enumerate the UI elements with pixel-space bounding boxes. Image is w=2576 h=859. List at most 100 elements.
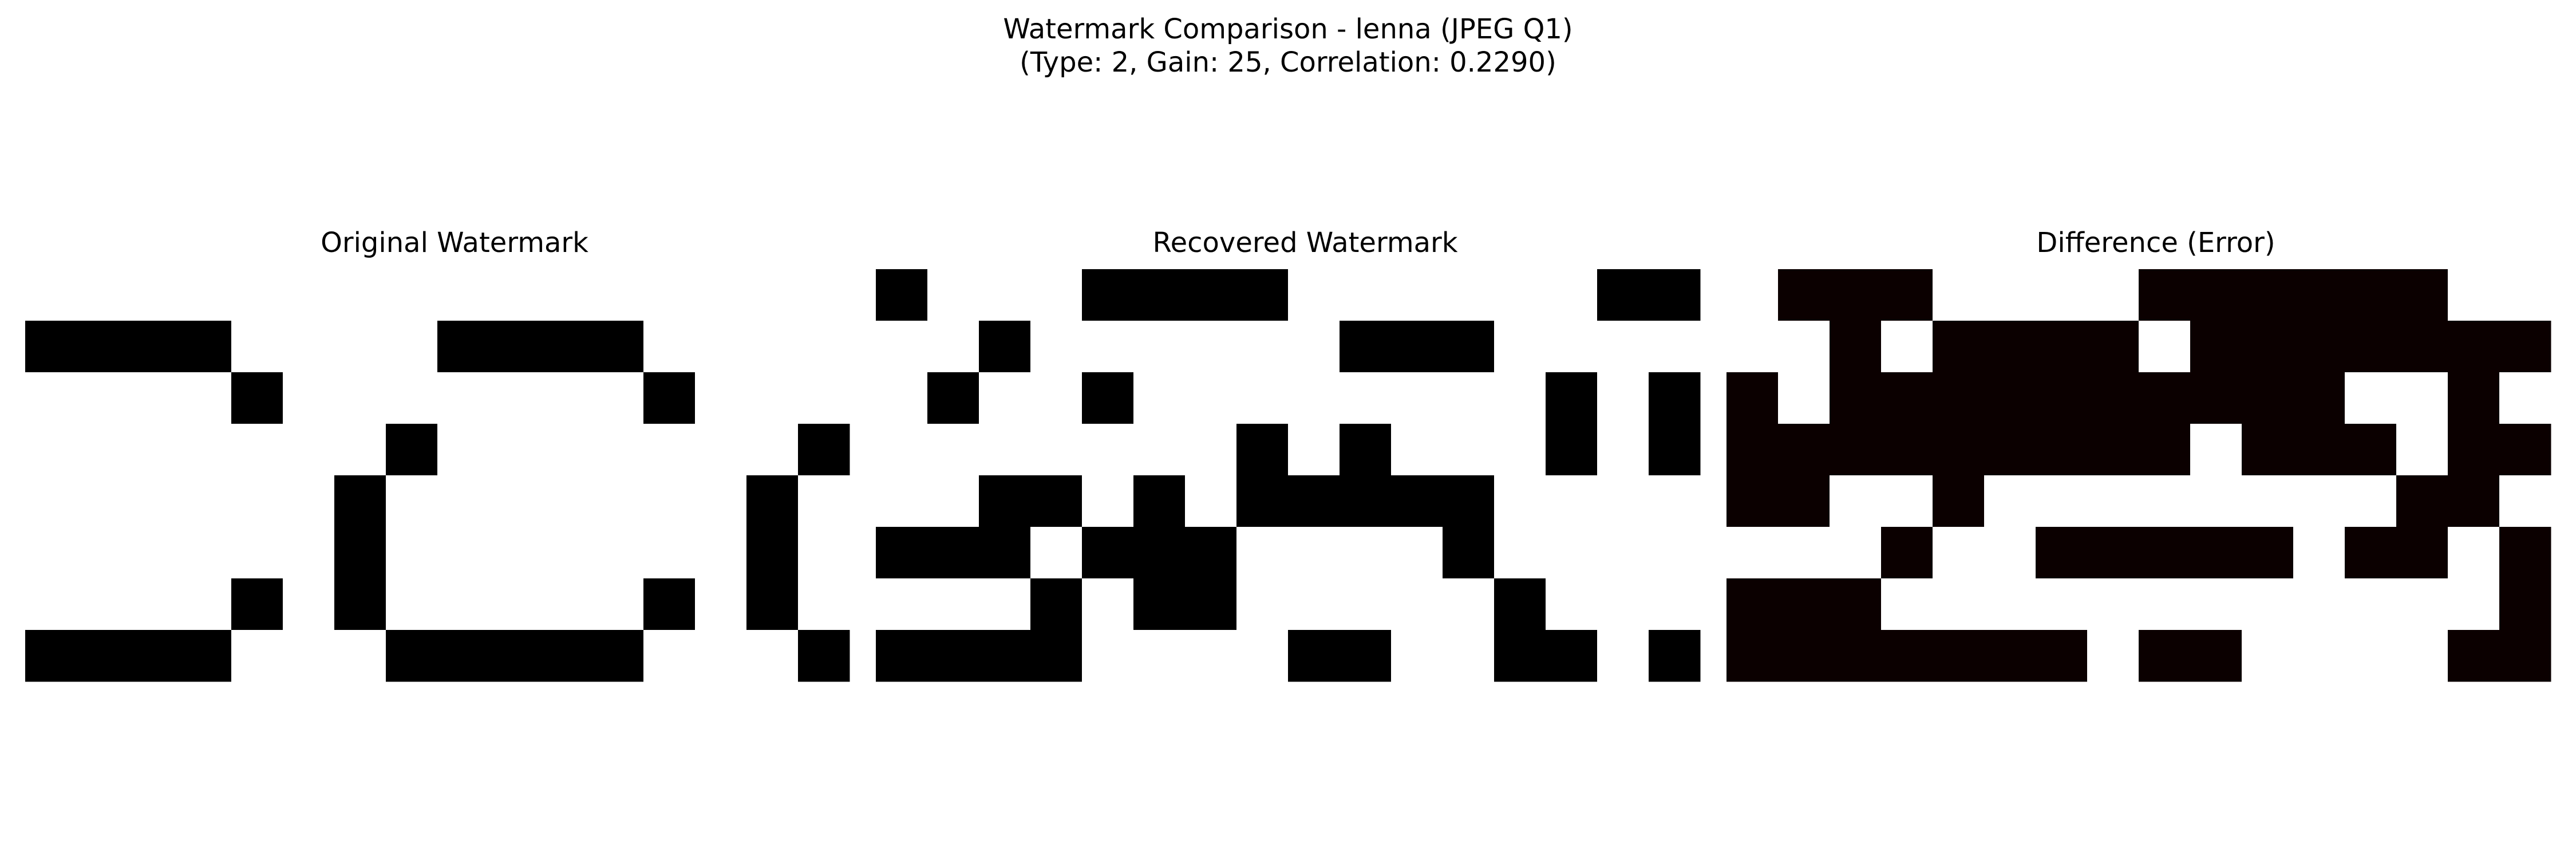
- difference-error-heatmap: [1726, 269, 2576, 682]
- heatmap-cell-r5-c4: [1933, 527, 1985, 579]
- heatmap-cell-r1-c4: [1933, 321, 1985, 373]
- heatmap-cell-r2-c13: [2396, 372, 2448, 424]
- heatmap-cell-r0-c10: [2242, 269, 2294, 321]
- heatmap-cell-r2-c6: [2036, 372, 2088, 424]
- heatmap-cell-r5-c11: [592, 527, 644, 579]
- heatmap-cell-r2-c6: [1185, 372, 1237, 424]
- heatmap-cell-r6-c0: [876, 578, 928, 631]
- heatmap-cell-r5-c2: [128, 527, 180, 579]
- heatmap-cell-r0-c0: [25, 269, 77, 321]
- heatmap-cell-r6-c3: [180, 578, 232, 631]
- heatmap-cell-r2-c2: [979, 372, 1031, 424]
- heatmap-cell-r7-c11: [592, 630, 644, 682]
- heatmap-cell-r0-c3: [1030, 269, 1082, 321]
- heatmap-cell-r4-c1: [77, 475, 129, 527]
- heatmap-cell-r4-c3: [1881, 475, 1933, 527]
- heatmap-cell-r7-c9: [489, 630, 541, 682]
- heatmap-cell-r0-c15: [798, 269, 850, 321]
- heatmap-cell-r1-c3: [180, 321, 232, 373]
- heatmap-cell-r5-c9: [489, 527, 541, 579]
- heatmap-cell-r3-c7: [2087, 424, 2139, 476]
- heatmap-cell-r5-c2: [979, 527, 1031, 579]
- heatmap-cell-r2-c9: [2190, 372, 2242, 424]
- heatmap-cell-r4-c0: [876, 475, 928, 527]
- heatmap-cell-r2-c7: [2087, 372, 2139, 424]
- heatmap-cell-r1-c14: [1597, 321, 1649, 373]
- heatmap-cell-r3-c5: [283, 424, 335, 476]
- heatmap-cell-r1-c8: [437, 321, 489, 373]
- heatmap-cell-r1-c3: [1881, 321, 1933, 373]
- heatmap-cell-r3-c15: [798, 424, 850, 476]
- heatmap-cell-r2-c1: [927, 372, 979, 424]
- heatmap-cell-r7-c8: [437, 630, 489, 682]
- heatmap-cell-r3-c14: [2448, 424, 2500, 476]
- difference-error-grid: [1726, 269, 2551, 682]
- heatmap-cell-r3-c2: [979, 424, 1031, 476]
- heatmap-cell-r0-c2: [128, 269, 180, 321]
- heatmap-cell-r5-c10: [2242, 527, 2294, 579]
- heatmap-cell-r7-c1: [77, 630, 129, 682]
- heatmap-cell-r3-c6: [2036, 424, 2088, 476]
- heatmap-cell-r4-c4: [1082, 475, 1134, 527]
- heatmap-cell-r3-c9: [2190, 424, 2242, 476]
- heatmap-cell-r7-c3: [1030, 630, 1082, 682]
- heatmap-cell-r5-c11: [1443, 527, 1495, 579]
- heatmap-cell-r0-c9: [1340, 269, 1392, 321]
- heatmap-cell-r0-c5: [283, 269, 335, 321]
- heatmap-cell-r6-c5: [1133, 578, 1186, 631]
- heatmap-cell-r1-c12: [1494, 321, 1546, 373]
- heatmap-cell-r5-c5: [283, 527, 335, 579]
- heatmap-cell-r4-c13: [1546, 475, 1598, 527]
- heatmap-cell-r4-c4: [1933, 475, 1985, 527]
- heatmap-cell-r3-c3: [180, 424, 232, 476]
- heatmap-cell-r0-c14: [1597, 269, 1649, 321]
- heatmap-cell-r1-c11: [1443, 321, 1495, 373]
- heatmap-cell-r7-c15: [2499, 630, 2551, 682]
- heatmap-cell-r1-c12: [643, 321, 696, 373]
- heatmap-cell-r2-c4: [231, 372, 283, 424]
- heatmap-cell-r0-c9: [2190, 269, 2242, 321]
- heatmap-cell-r5-c1: [927, 527, 979, 579]
- heatmap-cell-r4-c11: [592, 475, 644, 527]
- heatmap-cell-r7-c8: [1288, 630, 1340, 682]
- heatmap-cell-r3-c15: [2499, 424, 2551, 476]
- heatmap-cell-r2-c4: [1933, 372, 1985, 424]
- heatmap-cell-r7-c14: [1597, 630, 1649, 682]
- heatmap-cell-r2-c7: [1236, 372, 1289, 424]
- heatmap-cell-r1-c0: [876, 321, 928, 373]
- heatmap-cell-r1-c15: [798, 321, 850, 373]
- heatmap-cell-r6-c13: [695, 578, 747, 631]
- heatmap-cell-r6-c12: [1494, 578, 1546, 631]
- heatmap-cell-r6-c0: [25, 578, 77, 631]
- heatmap-cell-r6-c10: [2242, 578, 2294, 631]
- heatmap-cell-r3-c9: [489, 424, 541, 476]
- heatmap-cell-r0-c5: [1133, 269, 1186, 321]
- heatmap-cell-r4-c6: [1185, 475, 1237, 527]
- heatmap-cell-r2-c11: [592, 372, 644, 424]
- heatmap-cell-r0-c12: [2345, 269, 2397, 321]
- heatmap-cell-r7-c15: [1649, 630, 1701, 682]
- heatmap-cell-r4-c12: [643, 475, 696, 527]
- heatmap-cell-r0-c10: [540, 269, 592, 321]
- heatmap-cell-r2-c12: [1494, 372, 1546, 424]
- panel-title-recovered: Recovered Watermark: [1152, 227, 1458, 259]
- heatmap-cell-r0-c13: [2396, 269, 2448, 321]
- heatmap-cell-r4-c14: [2448, 475, 2500, 527]
- heatmap-cell-r4-c7: [386, 475, 438, 527]
- heatmap-cell-r5-c7: [1236, 527, 1289, 579]
- heatmap-cell-r3-c4: [1082, 424, 1134, 476]
- heatmap-cell-r7-c5: [283, 630, 335, 682]
- heatmap-cell-r2-c12: [643, 372, 696, 424]
- heatmap-cell-r4-c2: [979, 475, 1031, 527]
- heatmap-cell-r4-c6: [2036, 475, 2088, 527]
- heatmap-cell-r4-c14: [746, 475, 799, 527]
- heatmap-cell-r1-c14: [746, 321, 799, 373]
- heatmap-cell-r4-c7: [1236, 475, 1289, 527]
- heatmap-cell-r2-c2: [128, 372, 180, 424]
- heatmap-cell-r5-c7: [2087, 527, 2139, 579]
- heatmap-cell-r6-c10: [1391, 578, 1443, 631]
- heatmap-cell-r3-c5: [1133, 424, 1186, 476]
- heatmap-cell-r2-c3: [1881, 372, 1933, 424]
- heatmap-cell-r7-c4: [1933, 630, 1985, 682]
- heatmap-cell-r6-c8: [1288, 578, 1340, 631]
